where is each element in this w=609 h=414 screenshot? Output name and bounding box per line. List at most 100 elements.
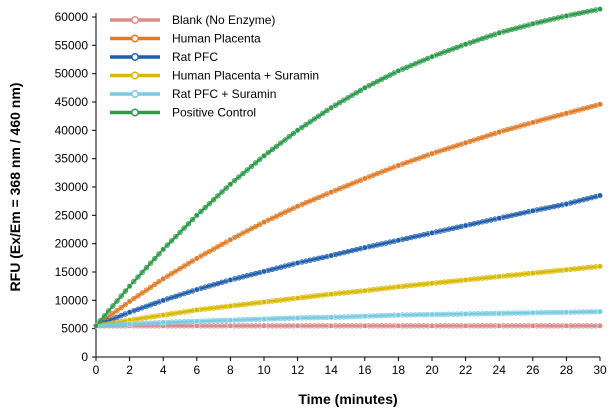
legend-label: Human Placenta	[172, 32, 261, 46]
data-point-anchor	[530, 20, 536, 27]
data-point-anchor	[227, 317, 234, 323]
data-point	[219, 241, 225, 248]
data-point-anchor	[462, 222, 469, 229]
data-point	[185, 260, 192, 267]
data-point-anchor	[193, 318, 200, 325]
data-point	[152, 281, 158, 288]
data-point	[135, 293, 141, 299]
x-tick-label: 4	[160, 363, 167, 377]
data-point	[131, 278, 137, 285]
data-point	[206, 248, 213, 255]
data-point	[223, 239, 229, 245]
data-point	[257, 156, 263, 163]
data-point-anchor	[530, 323, 536, 329]
y-tick-label: 55000	[55, 38, 89, 52]
data-point	[345, 95, 351, 101]
data-point-anchor	[597, 192, 603, 199]
legend-item: Rat PFC + Suramin	[110, 87, 276, 101]
data-point	[332, 102, 339, 108]
data-point-anchor	[193, 286, 200, 293]
x-tick-label: 18	[392, 363, 406, 377]
data-point	[282, 137, 288, 143]
data-point-anchor	[361, 313, 368, 320]
y-tick-label: 40000	[55, 123, 89, 137]
x-tick-label: 22	[459, 363, 473, 377]
data-point-anchor	[395, 162, 402, 169]
data-point	[156, 278, 162, 285]
data-point	[118, 304, 124, 311]
data-point	[336, 100, 343, 106]
data-point	[152, 255, 158, 262]
data-point-anchor	[563, 309, 570, 316]
data-point	[215, 244, 221, 250]
data-point	[320, 110, 326, 117]
data-point	[135, 274, 141, 280]
data-point-anchor	[395, 237, 402, 244]
data-point	[189, 216, 196, 223]
data-point-anchor	[294, 323, 301, 329]
x-tick-label: 10	[257, 363, 271, 377]
data-point-anchor	[294, 203, 301, 210]
data-point-anchor	[160, 297, 166, 304]
data-point	[185, 221, 192, 227]
data-point-anchor	[328, 252, 335, 259]
data-point-anchor	[126, 309, 133, 316]
y-tick-label: 5000	[61, 322, 88, 336]
data-point-anchor	[193, 255, 200, 262]
data-point-anchor	[160, 275, 166, 282]
data-point-anchor	[496, 323, 503, 329]
data-point-anchor	[530, 119, 536, 126]
y-tick-label: 45000	[55, 95, 89, 109]
data-point-anchor	[294, 260, 301, 266]
data-point	[177, 265, 183, 272]
data-point-anchor	[395, 323, 402, 329]
series-human-placenta-suramin	[93, 263, 603, 329]
data-point	[299, 124, 305, 131]
data-point-anchor	[93, 323, 99, 329]
data-point-anchor	[429, 53, 435, 60]
data-point-anchor	[227, 323, 234, 329]
data-point-anchor	[261, 316, 267, 322]
data-point	[341, 97, 347, 103]
data-point	[114, 298, 120, 304]
data-point-anchor	[462, 277, 469, 283]
legend-swatch-marker	[131, 53, 139, 61]
data-point-anchor	[462, 323, 469, 329]
data-point	[147, 260, 154, 266]
data-point	[303, 121, 309, 128]
data-point	[101, 313, 108, 319]
data-point	[349, 92, 355, 98]
data-point-anchor	[597, 308, 603, 315]
y-tick-label: 0	[81, 350, 88, 364]
data-point-anchor	[429, 323, 435, 329]
data-point-anchor	[395, 68, 402, 74]
data-point-anchor	[496, 215, 503, 221]
legend: Blank (No Enzyme) Human Placenta Rat PFC Hu…	[110, 13, 319, 120]
data-point	[118, 293, 124, 299]
x-tick-label: 0	[93, 363, 100, 377]
x-tick-label: 6	[193, 363, 200, 377]
y-tick-label: 25000	[55, 208, 89, 222]
x-tick-label: 20	[425, 363, 439, 377]
data-point-anchor	[530, 270, 536, 276]
data-point	[244, 228, 250, 234]
data-point	[353, 90, 360, 96]
legend-item: Positive Control	[110, 106, 256, 120]
legend-item: Human Placenta + Suramin	[110, 69, 319, 83]
data-point-anchor	[361, 85, 368, 91]
data-point	[257, 221, 263, 228]
data-point-anchor	[496, 310, 503, 317]
data-point	[206, 200, 213, 207]
data-point	[156, 251, 162, 257]
series-layer	[93, 6, 603, 329]
data-point-anchor	[328, 189, 335, 195]
data-point	[240, 170, 246, 177]
data-point-anchor	[227, 277, 234, 283]
data-point	[198, 208, 204, 215]
data-point-anchor	[261, 153, 267, 159]
data-point-anchor	[126, 298, 133, 305]
data-point	[307, 119, 313, 125]
data-point-anchor	[597, 263, 603, 270]
data-point-anchor	[462, 139, 469, 146]
